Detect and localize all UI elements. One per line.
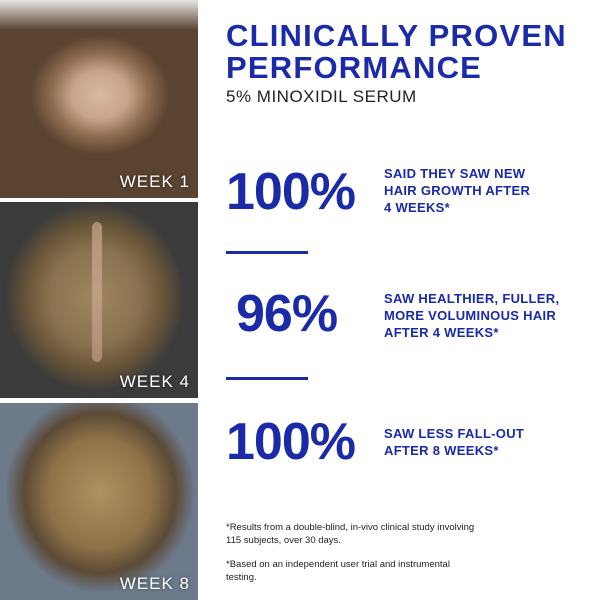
subtitle: 5% MINOXIDIL SERUM (226, 87, 417, 106)
stat-value-3: 100% (226, 413, 356, 471)
desc-line: MORE VOLUMINOUS HAIR (384, 308, 557, 323)
stat-desc-3: SAW LESS FALL-OUT AFTER 8 WEEKS* (384, 425, 524, 459)
desc-line: HAIR GROWTH AFTER (384, 183, 531, 198)
desc-line: 4 WEEKS* (384, 200, 450, 215)
stat-value-1: 100% (226, 163, 356, 221)
title-line-2: PERFORMANCE (226, 50, 483, 85)
divider (226, 377, 308, 380)
footnote-1: *Results from a double-blind, in-vivo cl… (226, 521, 474, 547)
week-1-photo: WEEK 1 (0, 0, 198, 198)
footnote-2: *Based on an independent user trial and … (226, 558, 450, 584)
week-8-label: WEEK 8 (119, 574, 190, 593)
stat-desc-1: SAID THEY SAW NEW HAIR GROWTH AFTER 4 WEEK… (384, 165, 530, 216)
desc-line: AFTER 4 WEEKS* (384, 325, 499, 340)
week-8-photo: WEEK 8 (0, 403, 198, 600)
week-4-label: WEEK 4 (119, 372, 190, 391)
desc-line: SAID THEY SAW NEW (384, 166, 526, 181)
title-line-1: CLINICALLY PROVEN (226, 18, 567, 53)
desc-line: AFTER 8 WEEKS* (384, 443, 499, 458)
page-title: CLINICALLY PROVEN PERFORMANCE (226, 20, 567, 84)
footnote-line: testing. (226, 572, 257, 583)
footnote-line: 115 subjects, over 30 days. (226, 535, 341, 546)
stat-value-2: 96% (236, 285, 338, 343)
desc-line: SAW LESS FALL-OUT (384, 426, 525, 441)
week-1-label: WEEK 1 (119, 172, 190, 191)
week-4-photo: WEEK 4 (0, 202, 198, 398)
footnote-line: *Results from a double-blind, in-vivo cl… (226, 522, 475, 533)
desc-line: SAW HEALTHIER, FULLER, (384, 291, 560, 306)
stat-desc-2: SAW HEALTHIER, FULLER, MORE VOLUMINOUS HA… (384, 290, 559, 341)
footnote-line: *Based on an independent user trial and … (226, 559, 450, 570)
divider (226, 251, 308, 254)
